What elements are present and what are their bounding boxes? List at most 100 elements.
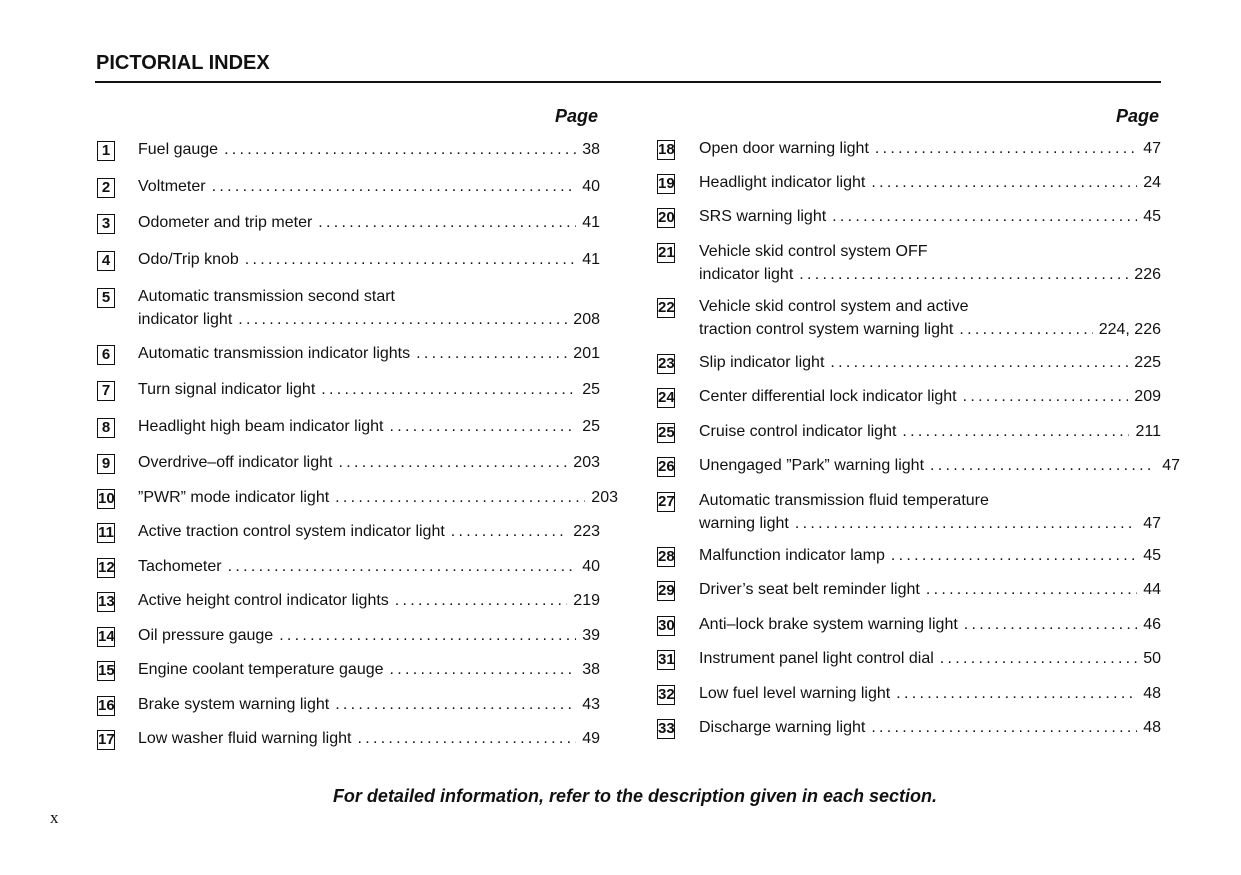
item-number-box: 21 (657, 243, 675, 263)
entry-line: Vehicle skid control system OFF (699, 241, 1161, 263)
entry-line: traction control system warning light...… (699, 319, 1161, 341)
entry-line: indicator light.........................… (138, 309, 600, 331)
item-number-box: 25 (657, 423, 675, 443)
entry-line: Malfunction indicator lamp..............… (699, 545, 1161, 567)
item-number-box: 22 (657, 298, 675, 318)
item-number-box: 8 (97, 418, 115, 438)
item-number-box: 11 (97, 523, 115, 543)
page-reference: 41 (582, 214, 600, 231)
dot-leader: ........................................… (930, 457, 1157, 474)
entry-label: Low fuel level warning light (699, 685, 891, 702)
dot-leader: ........................................… (238, 311, 567, 328)
entry-line: Active traction control system indicator… (138, 521, 600, 543)
item-number-box: 17 (97, 730, 115, 750)
entry-label: Instrument panel light control dial (699, 650, 934, 667)
entry-label: traction control system warning light (699, 321, 954, 338)
entry-line: Discharge warning light.................… (699, 717, 1161, 739)
page-reference: 40 (582, 558, 600, 575)
dot-leader: ........................................… (321, 381, 577, 398)
entry-line: Voltmeter...............................… (138, 176, 600, 198)
dot-leader: ........................................… (925, 581, 1138, 598)
page-reference: 44 (1143, 581, 1161, 598)
item-number-box: 31 (657, 650, 675, 670)
item-number-box: 5 (97, 288, 115, 308)
entry-label: Voltmeter (138, 178, 206, 195)
item-number-box: 33 (657, 719, 675, 739)
item-number-box: 30 (657, 616, 675, 636)
page-reference: 25 (582, 381, 600, 398)
entry-label: Brake system warning light (138, 696, 330, 713)
dot-leader: ........................................… (959, 321, 1092, 338)
entry-label: indicator light (699, 266, 794, 283)
entry-line: Center differential lock indicator light… (699, 386, 1161, 408)
entry-line: Automatic transmission second start (138, 286, 600, 308)
item-number-box: 7 (97, 381, 115, 401)
entry-label: Active traction control system indicator… (138, 523, 445, 540)
entry-label: Engine coolant temperature gauge (138, 661, 384, 678)
entry-line: Tachometer..............................… (138, 556, 600, 578)
item-number-box: 23 (657, 354, 675, 374)
entry-line: Oil pressure gauge......................… (138, 625, 600, 647)
dot-leader: ........................................… (416, 345, 567, 362)
dot-leader: ........................................… (389, 418, 576, 435)
page-reference: 49 (582, 730, 600, 747)
item-number-box: 10 (97, 489, 115, 509)
page-reference: 47 (1162, 457, 1180, 474)
entry-line: warning light...........................… (699, 513, 1161, 535)
dot-leader: ........................................… (962, 388, 1129, 405)
entry-label: Tachometer (138, 558, 222, 575)
dot-leader: ........................................… (394, 592, 568, 609)
page-reference: 25 (582, 418, 600, 435)
item-number-box: 4 (97, 251, 115, 271)
page-reference: 224, 226 (1098, 321, 1161, 338)
entry-line: Automatic transmission fluid temperature (699, 490, 1161, 512)
entry-label: Oil pressure gauge (138, 627, 274, 644)
page-reference: 24 (1143, 174, 1161, 191)
entry-line: Turn signal indicator light.............… (138, 379, 600, 401)
dot-leader: ........................................… (335, 696, 576, 713)
dot-leader: ........................................… (211, 178, 577, 195)
item-number-box: 16 (97, 696, 115, 716)
item-number-box: 28 (657, 547, 675, 567)
item-number-box: 9 (97, 454, 115, 474)
entry-label: warning light (699, 515, 789, 532)
item-number-box: 1 (97, 141, 115, 161)
entry-line: Cruise control indicator light..........… (699, 421, 1161, 443)
dot-leader: ........................................… (830, 354, 1128, 371)
page-title: PICTORIAL INDEX (96, 52, 270, 74)
entry-line: ”PWR” mode indicator light..............… (138, 487, 618, 509)
entry-line: Low washer fluid warning light..........… (138, 728, 600, 750)
entry-label: Anti–lock brake system warning light (699, 616, 958, 633)
page-reference: 223 (573, 523, 600, 540)
page-reference: 225 (1134, 354, 1161, 371)
page-reference: 203 (591, 489, 618, 506)
dot-leader: ........................................… (224, 141, 576, 158)
page-reference: 46 (1143, 616, 1161, 633)
dot-leader: ........................................… (871, 719, 1137, 736)
page-reference: 43 (582, 696, 600, 713)
dot-leader: ........................................… (244, 251, 576, 268)
entry-label: Odometer and trip meter (138, 214, 313, 231)
entry-label: Headlight indicator light (699, 174, 866, 191)
item-number-box: 24 (657, 388, 675, 408)
entry-line: Instrument panel light control dial.....… (699, 648, 1161, 670)
item-number-box: 29 (657, 581, 675, 601)
entry-line: Automatic transmission indicator lights.… (138, 343, 600, 365)
title-rule (95, 81, 1161, 83)
item-number-box: 12 (97, 558, 115, 578)
entry-line: Active height control indicator lights..… (138, 590, 600, 612)
entry-line: Engine coolant temperature gauge........… (138, 659, 600, 681)
item-number-box: 18 (657, 140, 675, 160)
page-reference: 45 (1143, 208, 1161, 225)
dot-leader: ........................................… (939, 650, 1137, 667)
entry-label: Odo/Trip knob (138, 251, 239, 268)
entry-label: Automatic transmission indicator lights (138, 345, 411, 362)
entry-label: Vehicle skid control system and active (699, 298, 969, 315)
entry-line: Vehicle skid control system and active (699, 296, 1161, 318)
entry-label: Turn signal indicator light (138, 381, 316, 398)
entry-label: Vehicle skid control system OFF (699, 243, 928, 260)
entry-line: Open door warning light.................… (699, 138, 1161, 160)
footer-note: For detailed information, refer to the d… (332, 786, 938, 806)
item-number-box: 6 (97, 345, 115, 365)
page-reference: 48 (1143, 719, 1161, 736)
